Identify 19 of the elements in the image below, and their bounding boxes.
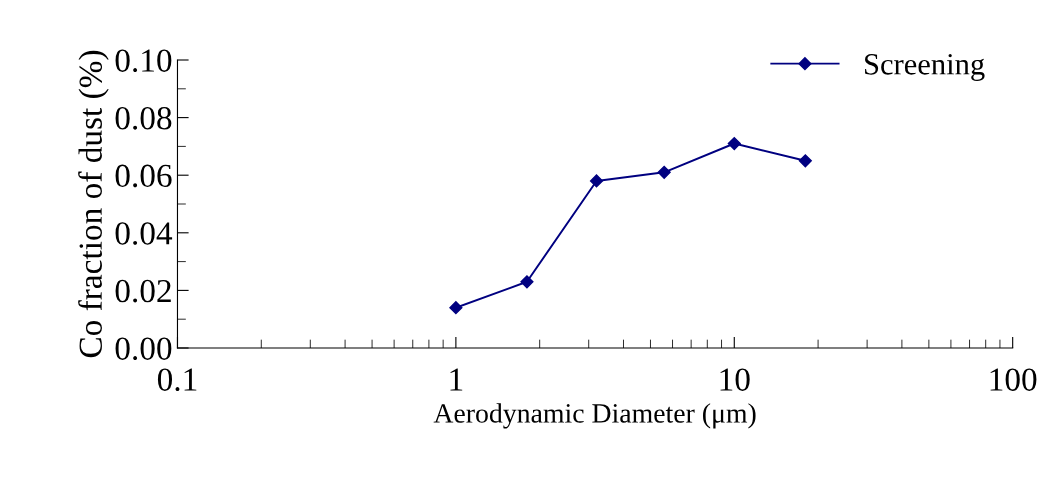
point xyxy=(520,275,534,289)
y-tick-label: 0.06 xyxy=(115,164,172,188)
y-axis-title: Co fraction of dust (%) xyxy=(78,50,109,358)
point xyxy=(727,136,741,151)
legend-label: Screening xyxy=(865,54,985,81)
y-tick-label: 0.08 xyxy=(115,107,172,130)
x-tick-label: 0.1 xyxy=(157,368,197,392)
x-tick-label: 1 xyxy=(450,368,463,391)
point xyxy=(798,154,812,168)
x-tick-label: 100 xyxy=(990,368,1037,391)
x-axis-title: Aerodynamic Diameter (μm) xyxy=(433,403,756,429)
y-tick-label: 0.10 xyxy=(115,49,172,73)
y-tick-label: 0.00 xyxy=(115,337,172,361)
point xyxy=(589,174,604,188)
point xyxy=(449,301,463,315)
x-tick-label: 10 xyxy=(720,368,750,391)
point xyxy=(657,165,671,179)
y-tick-label: 0.04 xyxy=(115,222,173,245)
y-tick-label: 0.02 xyxy=(115,279,171,303)
